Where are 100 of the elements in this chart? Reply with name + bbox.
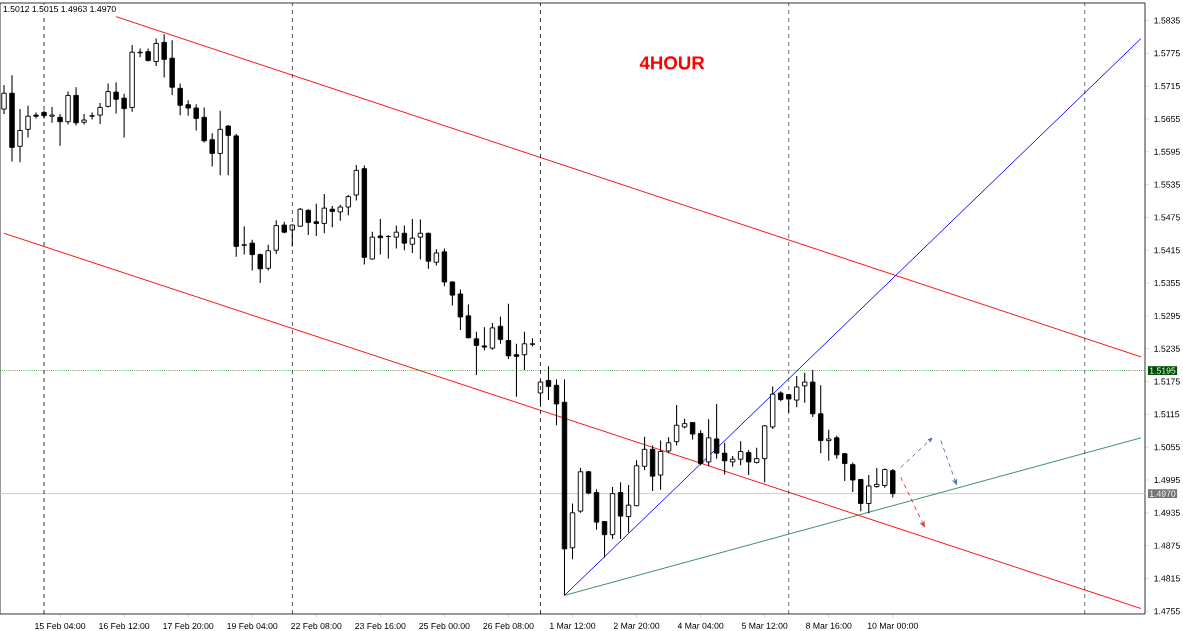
candlestick — [481, 326, 488, 351]
candlestick — [17, 108, 23, 163]
candlestick — [473, 331, 480, 376]
candlestick — [321, 193, 327, 234]
candlestick — [601, 520, 608, 559]
annotation: 1.5012 1.5015 1.4963 1.4970 — [3, 5, 116, 13]
candlestick — [890, 468, 896, 499]
candlestick — [401, 225, 408, 251]
y-tick-label: 1.4815 — [1154, 575, 1180, 582]
x-tick-label: 1 Mar 12:00 — [550, 622, 596, 629]
candlestick — [25, 105, 31, 139]
x-tick-label: 17 Feb 20:00 — [163, 622, 214, 630]
candlestick — [113, 81, 119, 115]
candlestick — [625, 484, 632, 534]
x-tick-label: 22 Feb 08:00 — [291, 622, 342, 630]
candlestick — [201, 106, 207, 144]
x-tick-label: 8 Mar 16:00 — [805, 622, 852, 629]
y-tick-label: 1.5775 — [1154, 50, 1180, 57]
candlestick — [713, 403, 720, 460]
candlestick — [842, 452, 848, 482]
candlestick — [874, 467, 880, 489]
candlestick — [105, 82, 111, 109]
y-tick-label: 1.5835 — [1154, 17, 1180, 24]
y-tick-label: 1.5055 — [1154, 444, 1180, 451]
candlestick — [497, 315, 504, 345]
candlestick — [641, 436, 648, 471]
candlestick — [826, 429, 832, 462]
y-tick-label: 1.5655 — [1154, 115, 1180, 123]
candlestick — [121, 93, 127, 139]
y-tick-label: 1.5355 — [1154, 279, 1180, 287]
candlestick — [617, 481, 624, 540]
candlestick — [153, 38, 159, 67]
candlestick — [57, 113, 63, 147]
y-tick-label: 1.5415 — [1154, 247, 1180, 254]
candlestick — [81, 113, 87, 125]
candlestick — [417, 219, 424, 261]
candlestick — [745, 449, 752, 476]
candlestick — [850, 461, 856, 493]
candlestick — [513, 343, 520, 398]
text: 4HOUR — [639, 56, 705, 70]
candlestick — [89, 111, 95, 121]
candlestick — [657, 440, 664, 491]
candlestick — [737, 440, 744, 466]
x-tick-label: 19 Feb 04:00 — [227, 622, 278, 630]
candlestick — [721, 442, 728, 476]
y-tick-label: 1.5475 — [1154, 214, 1180, 221]
candlestick — [257, 252, 263, 284]
candlestick — [377, 218, 384, 256]
candlestick — [545, 365, 552, 401]
candlestick — [249, 239, 255, 272]
candlestick — [177, 82, 183, 116]
y-tick-label: 1.5175 — [1154, 378, 1180, 385]
candlestick — [369, 231, 376, 261]
candlestick — [329, 205, 336, 228]
candlestick — [97, 102, 103, 125]
candlestick — [521, 331, 528, 371]
y-tick-label: 1.5535 — [1154, 181, 1180, 188]
candlestick — [265, 244, 271, 272]
candlestick — [393, 225, 400, 250]
candlestick — [505, 303, 512, 360]
y-tick-label: 1.5295 — [1154, 312, 1180, 319]
candlestick — [297, 207, 303, 228]
y-tick-label: 1.5715 — [1154, 83, 1180, 90]
x-tick-label: 23 Feb 16:00 — [355, 622, 406, 630]
candlestick — [209, 132, 215, 168]
y-tick-label: 1.5235 — [1154, 345, 1180, 352]
x-tick-label: 5 Mar 12:00 — [741, 622, 788, 629]
candlestick — [882, 467, 888, 489]
x-tick-label: 25 Feb 00:00 — [419, 622, 470, 630]
x-tick-label: 4 Mar 04:00 — [677, 622, 724, 629]
x-tick-label: 2 Mar 20:00 — [613, 622, 660, 629]
y-tick-label: 1.4935 — [1154, 509, 1180, 516]
candlestick — [225, 124, 231, 176]
candlestick — [49, 106, 55, 124]
x-tick-label: 16 Feb 12:00 — [99, 622, 150, 630]
candlestick — [673, 404, 680, 447]
y-tick-label: 1.4755 — [1154, 608, 1180, 615]
candlestick — [834, 435, 840, 460]
candlestick — [553, 378, 560, 426]
candlestick — [241, 225, 247, 256]
y-tick-label: 1.4875 — [1154, 542, 1180, 549]
candlestick — [409, 218, 416, 254]
candlestick — [449, 280, 456, 307]
candlestick — [305, 208, 311, 236]
candlestick — [866, 474, 872, 514]
candlestick — [489, 322, 496, 351]
x-tick-label: 10 Mar 00:00 — [867, 622, 918, 629]
candlestick — [313, 203, 319, 237]
candlestick — [465, 303, 472, 339]
y-tick-label: 1.4995 — [1154, 476, 1180, 484]
candlestick — [457, 289, 464, 331]
candlestick — [161, 33, 167, 78]
y-tick-label: 1.5595 — [1154, 148, 1180, 155]
ref-line-label: 1.4970 — [1149, 490, 1176, 497]
candlestick — [33, 111, 39, 119]
candlestick — [345, 194, 352, 216]
candlestick — [193, 103, 199, 131]
y-tick-label: 1.5115 — [1154, 411, 1180, 418]
ref-line-label: 1.5195 — [1149, 367, 1176, 374]
candlestick — [801, 372, 808, 404]
